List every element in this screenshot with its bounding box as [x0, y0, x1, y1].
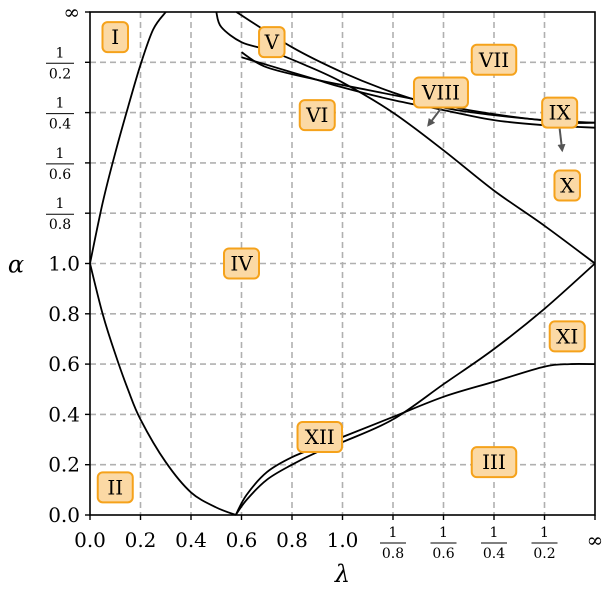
boundary-curve-1: [89, 11, 167, 264]
svg-text:IV: IV: [230, 252, 253, 276]
region-label-xi: XI: [548, 320, 586, 353]
svg-text:XII: XII: [305, 425, 335, 449]
svg-text:0.8: 0.8: [276, 528, 308, 552]
svg-text:VI: VI: [305, 103, 328, 127]
x-tick-label-5: 1.0: [327, 528, 359, 552]
svg-text:0.6: 0.6: [226, 528, 258, 552]
region-label-i: I: [101, 21, 129, 54]
y-tick-label-7: 10.6: [46, 146, 74, 183]
svg-text:0.2: 0.2: [48, 453, 80, 477]
region-label-iv: IV: [223, 247, 260, 280]
svg-text:0.6: 0.6: [48, 352, 80, 376]
region-label-viii: VIII: [412, 76, 469, 109]
svg-text:0.4: 0.4: [483, 546, 505, 562]
x-tick-label-2: 0.4: [175, 528, 207, 552]
arrows: [427, 107, 566, 153]
svg-text:X: X: [560, 174, 575, 198]
svg-text:0.6: 0.6: [49, 167, 71, 183]
svg-text:1: 1: [56, 45, 65, 61]
y-tick-label-10: ∞: [63, 0, 80, 24]
y-ticks: 0.00.20.40.60.81.010.810.610.410.2∞: [46, 0, 90, 527]
svg-text:0.2: 0.2: [533, 546, 555, 562]
y-tick-label-8: 10.4: [46, 96, 74, 133]
svg-text:1: 1: [439, 525, 448, 541]
region-label-v: V: [258, 26, 286, 59]
x-tick-label-8: 10.4: [481, 525, 507, 562]
x-tick-label-10: ∞: [587, 528, 604, 552]
svg-text:0.4: 0.4: [48, 402, 80, 426]
region-label-ii: II: [96, 471, 134, 504]
svg-text:0.0: 0.0: [74, 528, 106, 552]
svg-text:III: III: [482, 450, 506, 474]
x-tick-label-1: 0.2: [125, 528, 157, 552]
svg-text:0.6: 0.6: [432, 546, 454, 562]
x-tick-label-6: 10.8: [380, 525, 406, 562]
svg-text:1: 1: [56, 96, 65, 112]
boundary-curve-3: [234, 363, 596, 516]
y-axis-label: α: [8, 251, 24, 279]
svg-text:0.8: 0.8: [48, 302, 80, 326]
y-tick-label-3: 0.6: [48, 352, 80, 376]
svg-text:1.0: 1.0: [327, 528, 359, 552]
x-tick-label-4: 0.8: [276, 528, 308, 552]
svg-text:0.2: 0.2: [49, 66, 71, 82]
grid: [90, 12, 595, 515]
boundary-curve-2: [89, 263, 237, 516]
svg-text:1: 1: [56, 196, 65, 212]
svg-text:IX: IX: [549, 101, 572, 125]
arrow-ix: [557, 128, 566, 153]
svg-text:1: 1: [490, 525, 499, 541]
x-tick-label-9: 10.2: [531, 525, 558, 562]
arrow-viii: [427, 107, 442, 127]
boundary-curve-5: [215, 11, 596, 265]
svg-text:V: V: [264, 30, 280, 54]
region-label-vii: VII: [470, 43, 518, 76]
svg-text:1: 1: [56, 146, 65, 162]
svg-text:0.0: 0.0: [48, 503, 80, 527]
svg-text:1: 1: [540, 525, 549, 541]
boundary-curve-4: [234, 262, 596, 516]
y-tick-label-5: 1.0: [48, 252, 80, 276]
svg-text:∞: ∞: [587, 528, 604, 552]
region-label-iii: III: [470, 446, 518, 479]
svg-text:0.8: 0.8: [49, 217, 71, 233]
region-label-vi: VI: [298, 99, 336, 132]
svg-text:II: II: [107, 475, 123, 499]
boundary-curve-6: [241, 56, 596, 129]
svg-text:1: 1: [389, 525, 398, 541]
y-tick-label-0: 0.0: [48, 503, 80, 527]
svg-text:1.0: 1.0: [48, 252, 80, 276]
y-tick-label-6: 10.8: [46, 196, 74, 233]
y-tick-label-9: 10.2: [46, 45, 74, 82]
x-tick-label-7: 10.6: [430, 525, 457, 562]
x-axis-label: λ: [334, 560, 350, 588]
svg-text:0.8: 0.8: [382, 546, 404, 562]
svg-text:XI: XI: [556, 324, 578, 348]
svg-text:I: I: [111, 25, 119, 49]
x-tick-label-3: 0.6: [226, 528, 258, 552]
region-label-ix: IX: [541, 96, 579, 129]
x-tick-label-0: 0.0: [74, 528, 106, 552]
svg-text:0.4: 0.4: [49, 117, 71, 133]
svg-text:VIII: VIII: [421, 80, 460, 104]
y-tick-label-4: 0.8: [48, 302, 80, 326]
svg-text:0.2: 0.2: [125, 528, 157, 552]
svg-text:0.4: 0.4: [175, 528, 207, 552]
x-ticks: 0.0 0.2 0.4 0.6 0.8 1.0 10.810.610.410.2∞: [74, 515, 603, 562]
region-label-x: X: [553, 169, 581, 202]
svg-text:∞: ∞: [63, 0, 80, 24]
region-label-xii: XII: [296, 421, 344, 454]
y-tick-label-2: 0.4: [48, 402, 80, 426]
y-tick-label-1: 0.2: [48, 453, 80, 477]
svg-text:VII: VII: [478, 48, 509, 72]
